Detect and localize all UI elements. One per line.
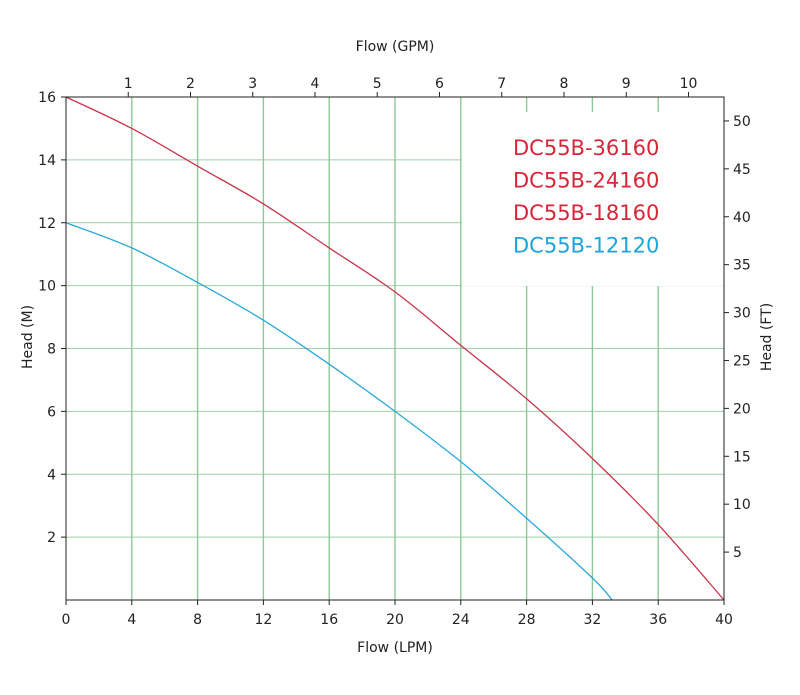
- right-axis-title: Head (FT): [759, 303, 775, 371]
- series-line: [65, 222, 613, 601]
- left-tick-label: 16: [38, 90, 56, 106]
- top-tick-label: 3: [248, 76, 257, 92]
- top-tick-label: 9: [622, 76, 631, 92]
- right-tick-label: 20: [733, 401, 751, 417]
- right-tick-label: 10: [733, 497, 751, 513]
- legend-entry: DC55B-24160: [513, 169, 659, 193]
- bottom-tick-label: 36: [649, 612, 667, 628]
- bottom-tick-label: 4: [127, 612, 136, 628]
- bottom-tick-label: 40: [715, 612, 733, 628]
- right-tick-label: 35: [733, 258, 751, 274]
- left-tick-label: 6: [47, 404, 56, 420]
- left-tick-label: 12: [38, 216, 56, 232]
- bottom-tick-label: 0: [62, 612, 71, 628]
- top-tick-label: 8: [560, 76, 569, 92]
- left-tick-label: 8: [47, 342, 56, 358]
- legend-background: [462, 112, 723, 286]
- legend-entry: DC55B-12120: [513, 234, 659, 258]
- left-tick-label: 4: [47, 467, 56, 483]
- legend-entry: DC55B-36160: [513, 136, 659, 160]
- top-tick-label: 7: [497, 76, 506, 92]
- legend-box: [462, 112, 723, 286]
- bottom-tick-label: 8: [193, 612, 202, 628]
- legend-entry: DC55B-18160: [513, 201, 659, 225]
- right-tick-label: 15: [733, 449, 751, 465]
- top-axis-title: Flow (GPM): [356, 39, 435, 55]
- left-tick-label: 10: [38, 279, 56, 295]
- left-tick-label: 2: [47, 530, 56, 546]
- left-axis-title: Head (M): [20, 305, 36, 369]
- bottom-tick-label: 16: [320, 612, 338, 628]
- top-tick-label: 6: [435, 76, 444, 92]
- legend: DC55B-36160 DC55B-24160 DC55B-18160 DC55B-1…: [513, 136, 659, 258]
- top-tick-label: 2: [186, 76, 195, 92]
- left-tick-label: 14: [38, 153, 56, 169]
- right-tick-label: 40: [733, 210, 751, 226]
- top-tick-label: 10: [680, 76, 698, 92]
- right-tick-label: 50: [733, 114, 751, 130]
- right-tick-label: 45: [733, 162, 751, 178]
- right-tick-label: 30: [733, 306, 751, 322]
- top-tick-label: 1: [124, 76, 133, 92]
- right-tick-label: 25: [733, 353, 751, 369]
- bottom-axis-title: Flow (LPM): [357, 640, 433, 656]
- top-tick-label: 5: [373, 76, 382, 92]
- grid: [66, 96, 724, 600]
- bottom-tick-label: 12: [254, 612, 272, 628]
- series-layer: [65, 96, 725, 601]
- series-line: [65, 96, 725, 601]
- bottom-tick-label: 20: [386, 612, 404, 628]
- bottom-tick-label: 32: [583, 612, 601, 628]
- bottom-tick-label: 24: [452, 612, 470, 628]
- right-tick-label: 5: [733, 545, 742, 561]
- top-tick-label: 4: [311, 76, 320, 92]
- bottom-tick-label: 28: [518, 612, 536, 628]
